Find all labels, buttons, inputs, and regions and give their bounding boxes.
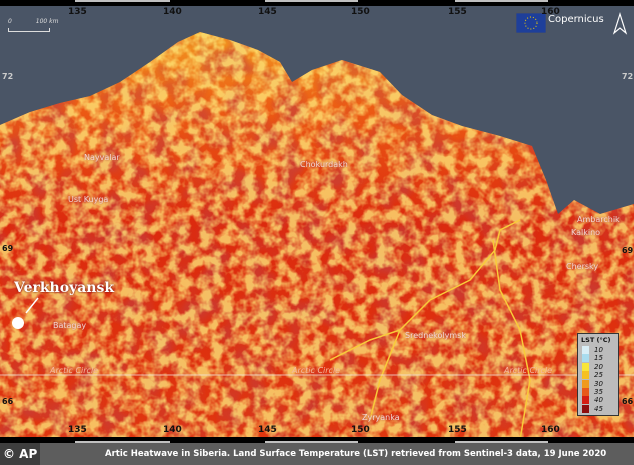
legend-value: 30 [594,379,603,388]
arctic-circle-label: Arctic Circle [504,366,553,375]
legend-item: 10 [582,346,615,354]
place-label: Ambarchik [577,215,620,224]
lon-tick-label: 160 [541,7,560,17]
legend-value: 25 [594,371,603,380]
lon-tick-label: 135 [68,7,87,17]
lat-tick-label: 72 [2,72,14,81]
legend-value: 40 [594,396,603,405]
legend-value: 15 [594,354,603,363]
legend-item: 45 [582,404,615,413]
lat-tick-label: 69 [622,246,634,255]
legend-item: 30 [582,379,615,388]
legend-swatch [582,396,589,405]
place-label: Kalkino [571,228,601,237]
place-label: Chersky [566,262,599,271]
arctic-circle-label: Arctic Circle [292,366,341,375]
lon-tick-label: 150 [351,7,370,17]
caption-text: Artic Heatwave in Siberia. Land Surface … [105,449,607,459]
place-label: Nayvalar [84,153,120,162]
legend-item: 25 [582,371,615,380]
legend-swatch [582,388,589,396]
top-frame [0,0,634,6]
legend-swatch [582,346,589,354]
lon-tick-label: 145 [258,425,277,435]
legend-value: 45 [594,404,603,413]
place-label: Ust Kuyga [68,195,109,204]
lat-tick-label: 69 [2,244,14,253]
legend-title: LST (°C) [581,336,611,344]
verkhoyansk-label: Verkhoyansk [14,280,115,296]
scale-start: 0 [8,18,12,25]
legend-value: 20 [594,362,603,371]
lon-tick-label: 155 [448,425,467,435]
legend-swatch [582,362,589,371]
north-arrow-icon [612,12,628,35]
graticule-ticks [75,0,548,443]
arctic-circle-label: Arctic Circle [50,366,99,375]
lat-tick-label: 72 [622,72,634,81]
lat-tick-label: 66 [622,397,634,406]
eu-stars-icon [524,16,538,30]
credit-label: © AP [0,443,40,465]
place-label: Srednekolymsk [405,331,466,340]
place-label: Chokurdakh [300,160,348,169]
lon-tick-label: 160 [541,425,560,435]
legend-swatch [582,379,589,388]
lon-tick-label: 150 [351,425,370,435]
bottom-frame [0,437,634,443]
lat-tick-label: 66 [2,397,14,406]
lon-tick-label: 140 [163,7,182,17]
place-label: Zyryanka [362,413,400,422]
legend-value: 10 [594,346,603,354]
eu-flag-icon [515,12,547,34]
legend-swatch [582,354,589,363]
legend-item: 20 [582,362,615,371]
legend-swatch [582,371,589,380]
legend-swatch [582,404,589,413]
verkhoyansk-pointer [25,297,39,314]
lon-tick-label: 145 [258,7,277,17]
verkhoyansk-marker [12,317,24,329]
lon-tick-label: 140 [163,425,182,435]
rivers [329,219,531,441]
copernicus-logo: Copernicus [548,14,604,25]
lst-legend: LST (°C) 10 15 20 25 30 35 40 45 [577,333,619,416]
scale-bar-line [8,28,50,32]
legend-value: 35 [594,388,603,396]
legend-item: 35 [582,388,615,396]
place-label: Batagay [53,321,87,330]
scale-bar: 0 100 km [8,18,58,32]
lon-tick-label: 155 [448,7,467,17]
scale-end: 100 km [35,18,59,25]
legend-item: 15 [582,354,615,363]
legend-item: 40 [582,396,615,405]
temperature-map [0,0,634,443]
caption-bar: © AP Artic Heatwave in Siberia. Land Sur… [0,443,634,465]
lon-tick-label: 135 [68,425,87,435]
